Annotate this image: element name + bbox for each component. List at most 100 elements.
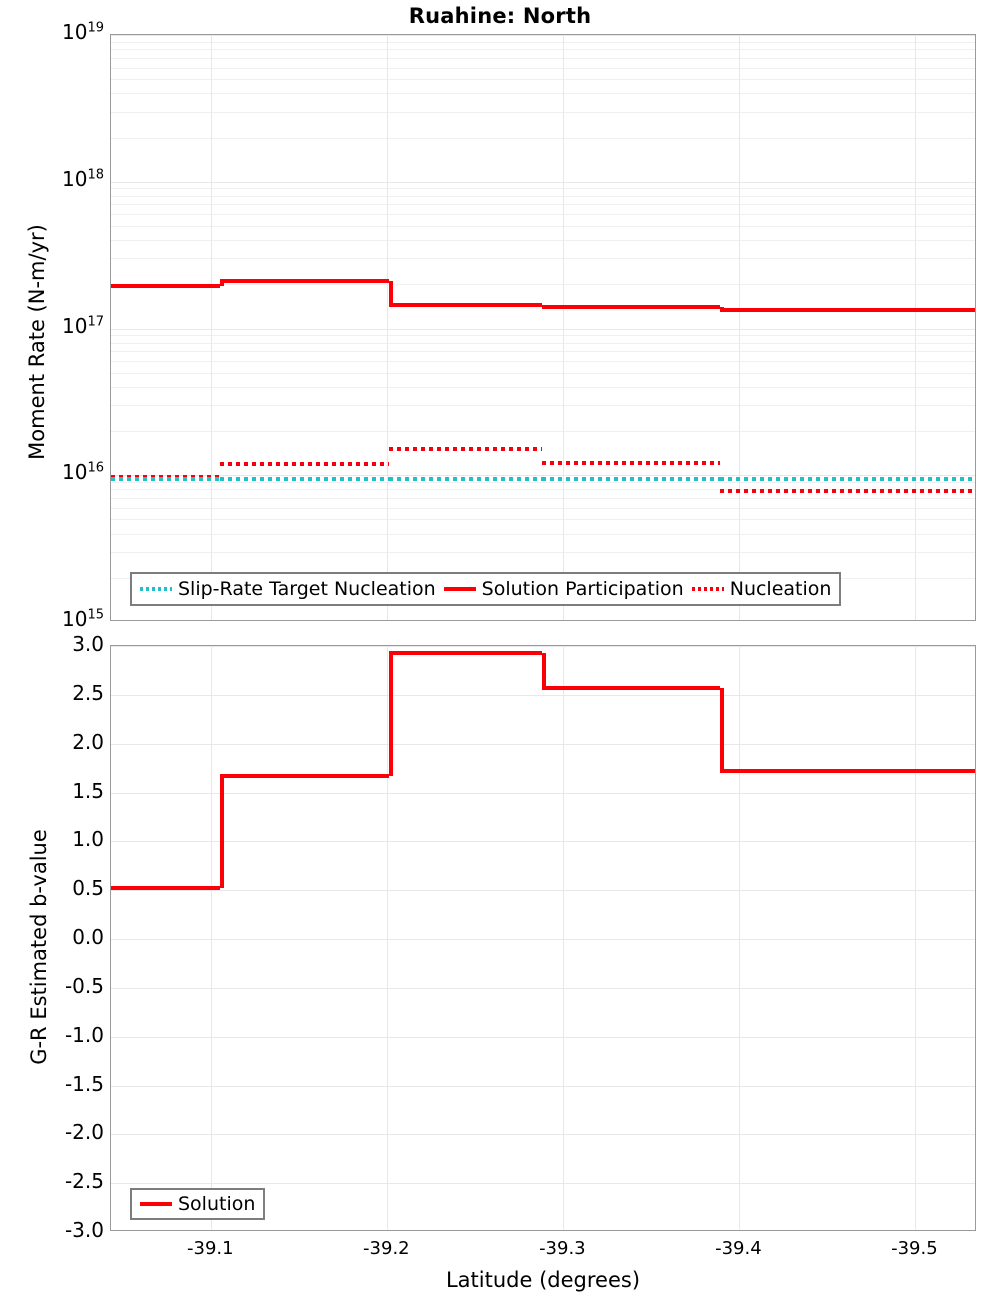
- y-tick-label: 3.0: [72, 632, 104, 656]
- gridline: [111, 49, 975, 51]
- legend-swatch-icon: [140, 1202, 172, 1206]
- y-tick-label: 2.0: [72, 729, 104, 754]
- legend-label: Solution: [178, 1193, 256, 1215]
- series-step-solid: [111, 886, 221, 891]
- y-tick-mantissa: 10: [62, 166, 88, 191]
- step-riser: [720, 307, 725, 311]
- gridline: [111, 1183, 975, 1185]
- gridline: [111, 35, 975, 36]
- gridline: [111, 939, 975, 940]
- series-step-dotted: [389, 476, 543, 481]
- gridline: [387, 646, 389, 1230]
- series-step-solid: [720, 308, 975, 313]
- y-tick-exponent: 17: [87, 313, 104, 329]
- y-tick-label: 1015: [62, 607, 104, 631]
- series-step-solid: [389, 650, 543, 655]
- series-step-solid: [220, 278, 390, 283]
- y-tick-label: 1018: [62, 167, 104, 191]
- x-axis-label: Latitude (degrees): [445, 1268, 641, 1292]
- legend-label: Slip-Rate Target Nucleation: [178, 578, 436, 600]
- gridline: [111, 519, 975, 521]
- gridline: [111, 93, 975, 95]
- series-step-dotted: [720, 476, 975, 481]
- series-step-dotted: [542, 460, 720, 465]
- moment-rate-legend: Slip-Rate Target Nucleation Solution Part…: [130, 572, 842, 606]
- y-tick-exponent: 15: [87, 607, 104, 623]
- gridline: [111, 258, 975, 260]
- gridline: [211, 646, 213, 1230]
- y-tick-mantissa: 10: [62, 20, 88, 44]
- gridline: [111, 481, 975, 483]
- x-tick-label: -39.1: [187, 1238, 234, 1259]
- y-tick-label: 0.5: [72, 876, 104, 901]
- gridline: [111, 497, 975, 499]
- gridline: [111, 57, 975, 59]
- gridline: [111, 792, 975, 794]
- moment-rate-plot: [110, 34, 976, 621]
- gridline: [111, 67, 975, 69]
- legend-item: Nucleation: [691, 578, 832, 600]
- gridline: [111, 841, 975, 843]
- y-tick-label: 0.0: [72, 925, 104, 949]
- step-riser: [720, 687, 725, 771]
- gridline: [111, 489, 975, 491]
- step-riser: [542, 652, 547, 688]
- gridline: [111, 225, 975, 227]
- y-tick-container-bottom: 3.0 2.5 2.0 1.5 1.0 0.5 0.0 -0.5 -1.0 -1.5 -2.0 -2.…: [0, 0, 104, 1300]
- gridline: [915, 646, 917, 1230]
- gridline: [111, 214, 975, 216]
- y-tick-label: 1017: [62, 314, 104, 338]
- y-tick-label: 2.5: [72, 680, 104, 705]
- legend-label: Nucleation: [729, 578, 832, 600]
- gridline: [111, 1085, 975, 1087]
- gridline: [111, 79, 975, 81]
- gridline: [111, 328, 975, 330]
- gridline: [111, 405, 975, 407]
- y-tick-label: -3.0: [64, 1218, 104, 1242]
- y-tick-mantissa: 10: [62, 313, 88, 338]
- y-tick-exponent: 18: [87, 167, 104, 183]
- gridline: [111, 137, 975, 139]
- gridline: [211, 35, 213, 620]
- gridline: [739, 646, 741, 1230]
- gridline: [111, 181, 975, 183]
- gridline: [111, 335, 975, 337]
- y-tick-label: -1.0: [64, 1022, 104, 1047]
- gridline: [111, 361, 975, 363]
- gridline: [111, 284, 975, 286]
- x-tick-label: -39.5: [891, 1238, 938, 1259]
- y-tick-label: -1.5: [64, 1071, 104, 1096]
- series-step-solid: [720, 769, 975, 773]
- page-title: Ruahine: North: [408, 4, 592, 28]
- series-step-solid: [111, 283, 221, 288]
- gridline: [563, 646, 565, 1230]
- gridline: [111, 351, 975, 353]
- series-step-solid: [220, 773, 390, 778]
- series-step-dotted: [220, 476, 390, 481]
- gridline: [111, 342, 975, 344]
- x-tick-label: -39.2: [363, 1238, 410, 1259]
- y-tick-label: -2.0: [64, 1120, 104, 1145]
- series-step-dotted: [542, 476, 720, 481]
- y-tick-label: 1.5: [72, 778, 104, 803]
- legend-swatch-icon: [140, 587, 172, 591]
- gridline: [111, 188, 975, 190]
- gridline: [111, 372, 975, 374]
- y-tick-label: -0.5: [64, 973, 104, 998]
- legend-item: Slip-Rate Target Nucleation: [140, 578, 436, 600]
- gridline: [111, 743, 975, 745]
- b-value-plot: [110, 645, 976, 1231]
- gridline: [739, 35, 741, 620]
- gridline: [111, 987, 975, 989]
- y-tick-mantissa: 10: [62, 460, 88, 485]
- series-step-solid: [389, 302, 543, 307]
- series-step-solid: [542, 685, 720, 690]
- y-tick-exponent: 16: [87, 460, 104, 476]
- y-tick-label: 1016: [62, 460, 104, 484]
- step-riser: [389, 652, 394, 776]
- legend-swatch-icon: [691, 587, 724, 591]
- series-step-dotted: [389, 447, 543, 452]
- legend-swatch-icon: [443, 587, 476, 591]
- legend-label: Solution Participation: [481, 578, 684, 600]
